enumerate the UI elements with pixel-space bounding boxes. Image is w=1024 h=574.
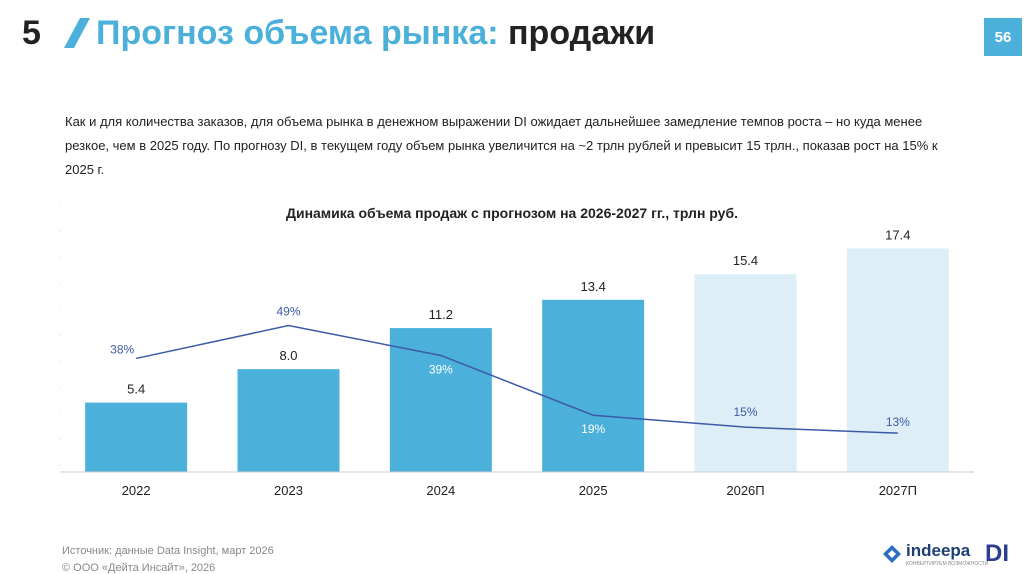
title: Прогноз объема рынка: продажи [96,14,655,53]
bar [85,402,188,472]
chart: Динамика объема продаж с прогнозом на 20… [59,205,974,498]
growth-line [136,324,898,434]
bar-label: 15.4 [733,253,758,268]
copyright: © ООО «Дейта Инсайт», 2026 [62,562,216,574]
x-tick-label: 2027П [879,483,917,498]
section-number: 5 [22,14,41,52]
bar-label: 8.0 [279,348,297,363]
x-tick-label: 2025 [579,483,608,498]
logo-di: DI [985,540,1009,567]
growth-label: 13% [886,415,910,429]
bar-label: 11.2 [429,307,453,322]
bar [389,328,492,472]
bar-label: 5.4 [127,382,145,397]
x-tick-label: 2023 [274,483,303,498]
logo: indeepa [906,541,971,560]
growth-label: 38% [110,342,134,356]
slash-icon [64,18,90,48]
source: Источник: данные Data Insight, март 2026 [62,545,274,557]
x-tick-label: 2022 [122,483,151,498]
bar-label: 17.4 [885,227,910,242]
intro-text: Как и для количества заказов, для объема… [65,114,938,177]
growth-label: 49% [276,305,300,319]
page-number: 56 [984,18,1022,56]
growth-label: 19% [581,422,605,436]
title-accent: Прогноз объема рынка: [96,14,499,52]
x-tick-label: 2026П [726,483,764,498]
bar [694,274,797,472]
bar-label: 13.4 [581,279,606,294]
bar [237,369,340,472]
title-rest: продажи [508,14,656,52]
bar [846,248,949,472]
x-tick-label: 2024 [426,483,455,498]
indeepa-icon [883,545,901,563]
chart-title: Динамика объема продаж с прогнозом на 20… [286,205,738,221]
logo-sub: конвертируем возможности [906,561,989,567]
growth-label: 15% [733,405,757,419]
bar [542,299,645,472]
growth-label: 39% [429,362,453,376]
